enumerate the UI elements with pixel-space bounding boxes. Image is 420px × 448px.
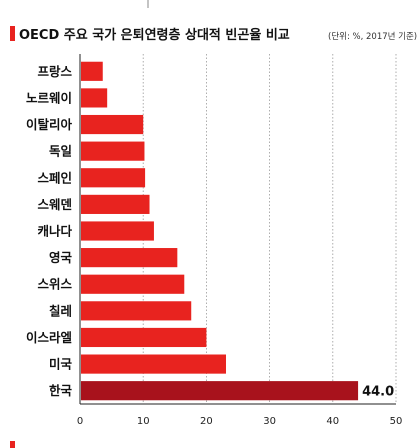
category-label-2: 이탈리아 — [26, 117, 73, 132]
bar-10 — [81, 327, 207, 348]
title-marker — [10, 26, 15, 41]
category-label-9: 칠레 — [49, 303, 72, 318]
chart-subtitle: (단위: %, 2017년 기준) — [328, 31, 417, 42]
bar-5 — [81, 194, 150, 214]
bar-2 — [81, 114, 144, 135]
category-label-10: 이스라엘 — [26, 330, 72, 345]
x-tick-label: 20 — [200, 416, 213, 427]
bar-1 — [81, 88, 108, 108]
bar-8 — [81, 274, 185, 294]
chart-title: OECD 주요 국가 은퇴연령층 상대적 빈곤율 비교 — [19, 27, 290, 43]
x-tick-label: 30 — [263, 416, 276, 427]
bar-7 — [81, 248, 178, 268]
category-label-11: 미국 — [49, 357, 73, 372]
category-label-4: 스페인 — [37, 170, 72, 185]
bar-12 — [81, 381, 359, 401]
x-tick-label: 50 — [390, 416, 403, 427]
category-label-3: 독일 — [49, 144, 72, 159]
category-label-12: 한국 — [49, 383, 73, 398]
category-label-6: 캐나다 — [37, 224, 72, 239]
bar-11 — [81, 354, 226, 374]
category-label-1: 노르웨이 — [26, 90, 72, 105]
bar-9 — [81, 301, 192, 321]
footer-marker — [10, 441, 15, 448]
bar-4 — [81, 168, 146, 188]
category-label-8: 스위스 — [37, 277, 72, 292]
bar-6 — [81, 221, 154, 241]
x-tick-label: 40 — [326, 416, 339, 427]
data-label-12: 44.0 — [362, 385, 394, 400]
x-tick-label: 0 — [77, 416, 83, 427]
category-label-5: 스웨덴 — [37, 197, 72, 212]
bar-3 — [81, 141, 145, 161]
category-label-0: 프랑스 — [37, 64, 72, 79]
category-label-7: 영국 — [49, 250, 73, 265]
bar-group — [81, 61, 359, 401]
x-axis: 0 10 20 30 40 50 — [77, 54, 403, 427]
bar-0 — [81, 61, 103, 81]
x-tick-label: 10 — [137, 416, 150, 427]
